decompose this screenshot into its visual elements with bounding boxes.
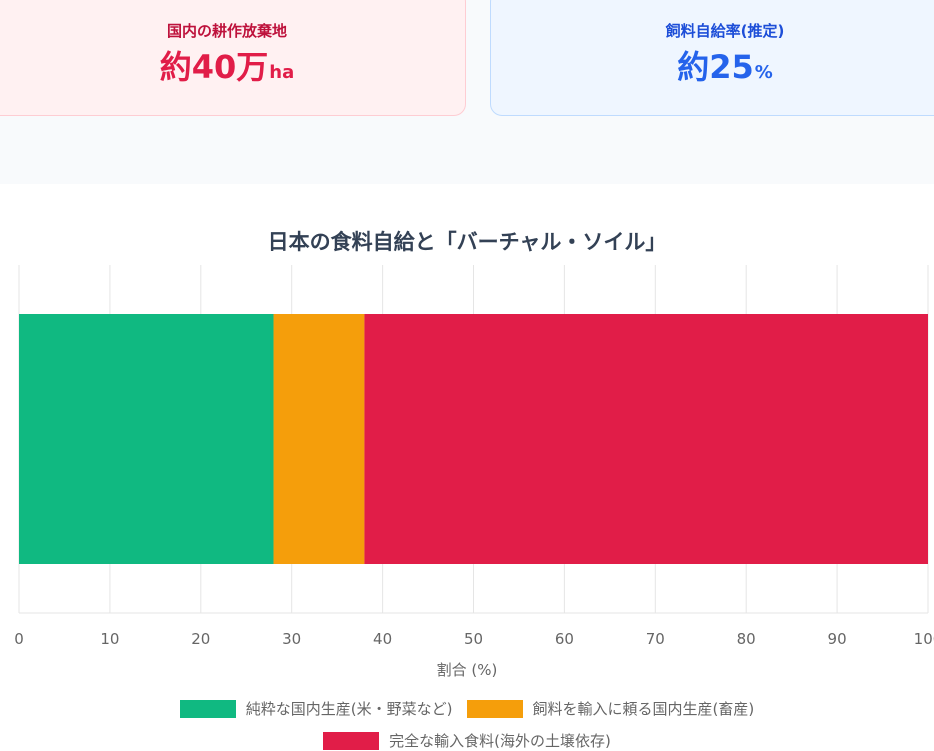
stat-card-abandoned-farmland: 国内の耕作放棄地 約40万ha (0, 0, 466, 116)
stat-value: 約40万ha (0, 47, 465, 93)
x-tick-label: 80 (737, 630, 756, 648)
stat-label: 国内の耕作放棄地 (166, 22, 287, 40)
legend-swatch (466, 699, 523, 718)
x-tick-label: 40 (373, 630, 392, 648)
bar-segment-1 (19, 314, 274, 564)
stat-label: 飼料自給率(推定) (665, 22, 785, 40)
legend-item-feed-import[interactable]: 飼料を輸入に頼る国内生産(畜産) (466, 698, 755, 719)
stat-unit: % (754, 62, 773, 83)
summary-band: 国内の耕作放棄地 約40万ha 飼料自給率(推定) 約25% (0, 0, 934, 184)
x-tick-label: 50 (464, 630, 483, 648)
chart-title: 日本の食料自給と「バーチャル・ソイル」 (267, 230, 667, 254)
legend-item-domestic[interactable]: 純粋な国内生産(米・野菜など) (179, 698, 453, 719)
x-tick-label: 10 (100, 630, 119, 648)
x-tick-label: 100 (914, 630, 934, 648)
legend-row-1: 純粋な国内生産(米・野菜など) 飼料を輸入に頼る国内生産(畜産) (0, 698, 934, 719)
bar-segment-3 (364, 314, 928, 564)
legend-item-full-import[interactable]: 完全な輸入食料(海外の土壌依存) (323, 730, 611, 751)
stat-number: 約40万 (159, 48, 269, 86)
legend-row-2: 完全な輸入食料(海外の土壌依存) (0, 730, 934, 751)
x-axis-title: 割合 (%) (436, 661, 498, 679)
legend-swatch (179, 699, 236, 718)
x-tick-label: 20 (191, 630, 210, 648)
stat-card-feed-self-sufficiency: 飼料自給率(推定) 約25% (490, 0, 934, 116)
x-tick-label: 30 (282, 630, 301, 648)
x-tick-label: 90 (828, 630, 847, 648)
legend-swatch (323, 731, 380, 750)
legend-label: 完全な輸入食料(海外の土壌依存) (389, 732, 611, 750)
legend-label: 飼料を輸入に頼る国内生産(畜産) (532, 700, 755, 718)
x-tick-label: 60 (555, 630, 574, 648)
bar-segment-2 (273, 314, 365, 564)
x-tick-label: 0 (14, 630, 24, 648)
stacked-bar-chart: 0 10 20 30 40 50 60 70 80 90 100 (14, 265, 934, 648)
stat-unit: ha (269, 62, 295, 83)
x-tick-label: 70 (646, 630, 665, 648)
stat-number: 約25 (677, 48, 754, 86)
legend-label: 純粋な国内生産(米・野菜など) (245, 700, 453, 718)
stat-value: 約25% (491, 47, 934, 93)
